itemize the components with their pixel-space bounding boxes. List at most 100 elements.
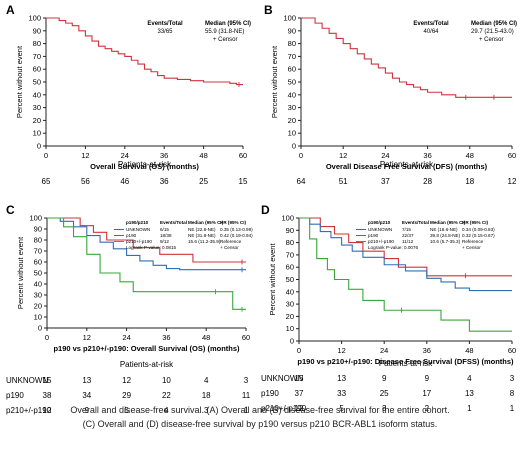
panel-c-risk-value: 3 [244, 376, 249, 385]
panel-d-legend-header: p190/p210 [368, 220, 391, 225]
panel-c-risk-value: 18 [202, 391, 211, 400]
panel-c-legend-censor: + Censor [220, 245, 239, 250]
panel-d-legend-cell: 7/15 [402, 227, 411, 232]
panel-a-y-tick-label: 20 [33, 116, 41, 125]
panel-c-risk-value: 15 [43, 376, 52, 385]
panel-c-x-tick-label: 12 [83, 333, 91, 342]
panel-a-y-tick-label: 10 [33, 129, 41, 138]
panel-c-risk-value: 5 [124, 406, 129, 415]
panel-a-y-tick-label: 30 [33, 103, 41, 112]
panel-d-y-axis-title: Percent without event [268, 243, 277, 316]
panel-d-x-tick-label: 36 [423, 346, 431, 355]
panel-c-legend-header: Events/Total [160, 220, 187, 225]
panel-b-legend-value: 29.7 (21.5-43.0) [471, 29, 514, 35]
panel-d-legend-header: Events/Total [402, 220, 429, 225]
panel-b-x-tick-label: 0 [299, 151, 303, 160]
panel-c-risk-row-label: UNKNOWN [6, 376, 48, 385]
panel-c-legend-header: Median (95% CI) [188, 220, 224, 225]
panel-b-risk-value: 64 [297, 177, 306, 186]
panel-c-legend-cell: 15.6 (11.2-35.9) [188, 239, 221, 244]
panel-a-x-tick-label: 24 [121, 151, 129, 160]
panel-b-y-tick-label: 50 [288, 78, 296, 87]
panel-a-x-axis-title: Overall Survival (OS) (months) [90, 162, 199, 171]
panel-d-legend-header: HR (95% CI) [462, 220, 489, 225]
panel-b-risk-value: 51 [339, 177, 348, 186]
panel-b-y-tick-label: 30 [288, 103, 296, 112]
panel-c-legend-cell: p210+/-p190 [126, 239, 152, 244]
panel-a-y-tick-label: 90 [33, 26, 41, 35]
panel-d-y-tick-label: 0 [290, 337, 294, 346]
panel-b-y-tick-label: 20 [288, 116, 296, 125]
panel-d-risk-value: 3 [510, 374, 515, 383]
panel-d-risk-value: 13 [337, 374, 346, 383]
panel-b-risk-value: 18 [465, 177, 474, 186]
panel-a-series-all [46, 17, 243, 86]
panel-d-risk-value: 9 [425, 374, 430, 383]
panel-d-risk-title: Patients-at-risk [379, 359, 433, 368]
panel-c-x-tick-label: 60 [242, 333, 250, 342]
panel-c-y-tick-label: 0 [38, 324, 42, 333]
panel-d-risk-value: 9 [382, 374, 387, 383]
panel-a-risk-value: 15 [239, 177, 248, 186]
panel-c-y-tick-label: 100 [29, 214, 42, 223]
panel-b-risk-value: 37 [381, 177, 390, 186]
panel-d-y-tick-label: 80 [286, 238, 294, 247]
panel-a-risk-value: 56 [81, 177, 90, 186]
panel-d-x-tick-label: 48 [465, 346, 473, 355]
panel-d-risk-row-label: p210+/-p190 [261, 404, 307, 413]
panel-c-risk-value: 11 [242, 391, 251, 400]
panel-b-risk-value: 28 [423, 177, 432, 186]
panel-d-legend-cell: UNKNOWN [368, 227, 392, 232]
panel-c-legend-cell: p190 [126, 233, 137, 238]
panel-a-y-tick-label: 100 [28, 14, 41, 23]
panel-a-risk-title: Patients-at-risk [118, 160, 172, 169]
panel-d-legend-cell: 39.8 (24.8-NE) [430, 233, 461, 238]
panel-d-risk-value: 5 [339, 404, 344, 413]
panel-c-y-tick-label: 60 [34, 258, 42, 267]
panel-b-y-tick-label: 80 [288, 39, 296, 48]
panel-b-series-all [301, 17, 512, 98]
panel-d-x-tick-label: 24 [380, 346, 388, 355]
panel-d-legend-cell: 10.6 (5.7-35.3) [430, 239, 461, 244]
panel-b-y-tick-label: 100 [283, 14, 296, 23]
panel-a-y-tick-label: 70 [33, 52, 41, 61]
panel-d-y-tick-label: 40 [286, 287, 294, 296]
panel-d-series-p190 [299, 217, 512, 292]
panel-d-y-tick-label: 20 [286, 312, 294, 321]
panel-c-legend-cell: UNKNOWN [126, 227, 150, 232]
panel-d-x-tick-label: 60 [508, 346, 516, 355]
panel-a-y-tick-label: 60 [33, 65, 41, 74]
panel-c-legend-cell: 6/15 [160, 227, 169, 232]
panel-c-y-axis-title: Percent without event [16, 236, 25, 309]
panel-c-risk-value: 13 [82, 376, 91, 385]
panel-d-y-tick-label: 70 [286, 250, 294, 259]
panel-b-legend-header: Median (95% CI) [471, 21, 517, 27]
panel-c-legend-cell: Reference [220, 239, 242, 244]
panel-d-risk-value: 17 [422, 389, 431, 398]
caption-line-2: (C) Overall and (D) disease-free surviva… [82, 419, 438, 429]
panel-b-legend-censor: + Censor [479, 37, 504, 43]
panel-c-risk-value: 22 [162, 391, 171, 400]
panel-b-legend-value: 40/64 [423, 29, 439, 35]
panel-c-risk-value: 12 [43, 406, 52, 415]
panel-d-legend-cell: 22/37 [402, 233, 414, 238]
panel-c-series-p210-p190 [47, 217, 246, 310]
panel-c-legend-note: Logrank P-value: 0.0815 [126, 245, 177, 250]
panel-a-legend-value: 33/65 [157, 29, 173, 35]
panel-b-y-tick-label: 10 [288, 129, 296, 138]
caption-line-1: Overall and disease-free survival. (A) O… [70, 405, 450, 415]
panel-c-x-tick-label: 36 [162, 333, 170, 342]
panel-d-legend-cell: 0.34 (0.09-0.83) [462, 227, 495, 232]
panel-d-y-tick-label: 90 [286, 226, 294, 235]
panel-d-x-tick-label: 0 [297, 346, 301, 355]
panel-c-x-tick-label: 0 [45, 333, 49, 342]
panel-c-series-p190 [47, 217, 246, 271]
panel-c-risk-value: 34 [82, 391, 91, 400]
panel-d-legend-note: Logrank P-value: 0.0076 [368, 245, 419, 250]
panel-d-risk-value: 15 [295, 374, 304, 383]
panel-d-risk-value: 3 [382, 404, 387, 413]
panel-c-y-tick-label: 80 [34, 236, 42, 245]
panel-b-x-tick-label: 24 [381, 151, 389, 160]
panel-c-x-tick-label: 48 [202, 333, 210, 342]
panel-d-legend-cell: p190 [368, 233, 379, 238]
